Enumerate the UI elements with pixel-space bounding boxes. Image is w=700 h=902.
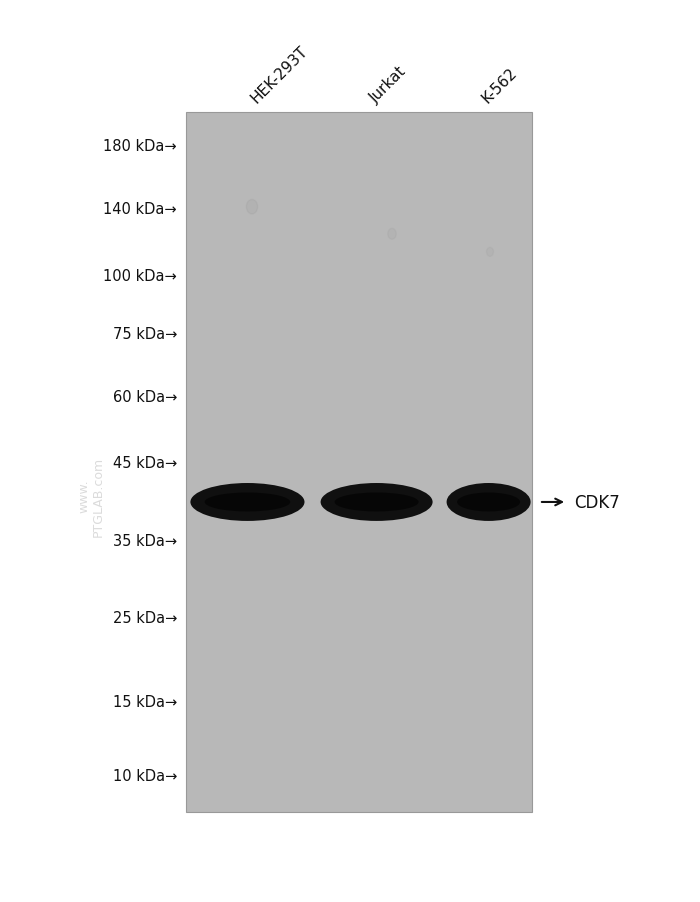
- Text: 25 kDa→: 25 kDa→: [113, 611, 177, 625]
- Text: 75 kDa→: 75 kDa→: [113, 327, 177, 341]
- Text: Jurkat: Jurkat: [368, 63, 409, 106]
- Text: K-562: K-562: [480, 65, 520, 106]
- Text: 35 kDa→: 35 kDa→: [113, 534, 177, 548]
- Ellipse shape: [190, 483, 304, 521]
- Text: 100 kDa→: 100 kDa→: [104, 269, 177, 283]
- Ellipse shape: [335, 492, 419, 512]
- Text: 10 kDa→: 10 kDa→: [113, 769, 177, 783]
- Ellipse shape: [447, 483, 531, 521]
- Text: 60 kDa→: 60 kDa→: [113, 390, 177, 404]
- Text: 15 kDa→: 15 kDa→: [113, 695, 177, 709]
- Text: 140 kDa→: 140 kDa→: [104, 202, 177, 216]
- Ellipse shape: [204, 492, 290, 512]
- Text: 45 kDa→: 45 kDa→: [113, 456, 177, 470]
- Text: HEK-293T: HEK-293T: [248, 43, 311, 106]
- Text: CDK7: CDK7: [574, 493, 620, 511]
- Ellipse shape: [321, 483, 433, 521]
- Circle shape: [388, 229, 396, 240]
- Bar: [186, 113, 532, 812]
- Text: 180 kDa→: 180 kDa→: [104, 139, 177, 153]
- Circle shape: [246, 200, 258, 215]
- Text: www.
PTGLAB.com: www. PTGLAB.com: [77, 456, 105, 536]
- Ellipse shape: [457, 492, 520, 512]
- Circle shape: [486, 248, 493, 257]
